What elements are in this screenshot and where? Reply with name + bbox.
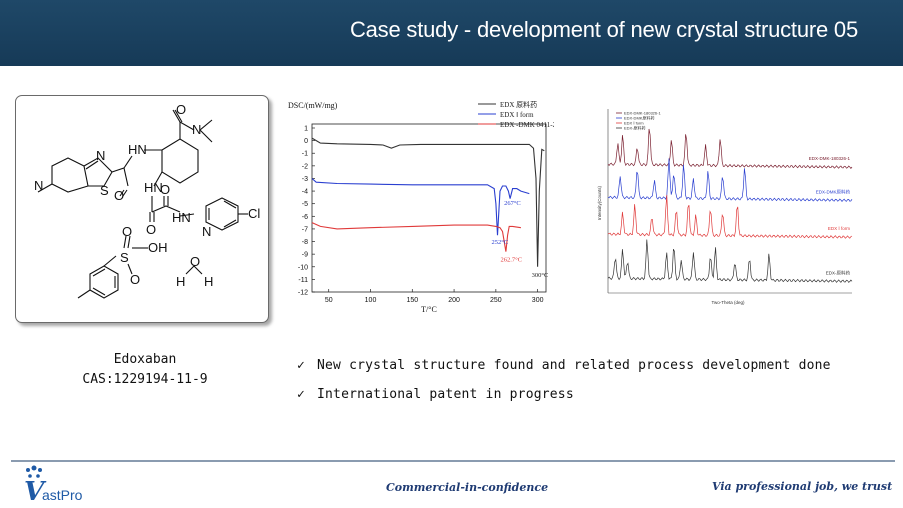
compound-cas-number: CAS:1229194-11-9	[82, 372, 208, 387]
pattern-label: EDX Ⅰ form	[828, 226, 850, 231]
series-line	[311, 137, 545, 267]
atom-label: O	[160, 182, 170, 197]
y-tick-label: -9	[302, 252, 308, 259]
atom-label: O	[122, 224, 132, 239]
y-tick-label: -8	[302, 239, 308, 246]
logo-text: astPro	[42, 487, 83, 503]
check-icon: ✓	[297, 387, 306, 402]
series-line	[311, 178, 530, 236]
tetrahydropyridine-ring	[51, 157, 89, 193]
peak-annotation: 252°C	[492, 239, 509, 246]
footer-tagline: Via professional job, we trust	[712, 480, 893, 493]
peak-annotation: 267°C	[504, 200, 521, 207]
y-tick-label: -6	[302, 214, 308, 221]
legend-label: EDX -DMK 0411-2	[500, 121, 554, 129]
atom-label: N	[192, 122, 201, 137]
legend-label: EDX Ⅰ form	[500, 111, 534, 119]
pyridine-ring	[205, 197, 239, 231]
x-axis-label: Two-Theta (deg)	[711, 300, 745, 305]
slide-title: Case study - development of new crystal …	[349, 17, 858, 42]
legend-label: EDX 原料药	[500, 100, 537, 109]
atom-label: O	[130, 272, 140, 287]
atom-label: S	[120, 250, 129, 265]
legend-label: EDX-DMK原料药	[624, 115, 654, 121]
atom-label: O	[146, 222, 156, 237]
dsc-chart: DSC/(mW/mg) T/°C 1 0 -1 -2 -3 -4 -5 -6 -7 -8 -9 -10 -1…	[288, 100, 554, 314]
benzene-ring	[89, 265, 119, 299]
y-tick-label: -11	[298, 277, 308, 284]
y-tick-label: -1	[302, 151, 308, 158]
atom-label: S	[100, 183, 109, 198]
atom-label: O	[190, 254, 200, 269]
atom-label: Cl	[248, 206, 260, 221]
y-tick-label: -4	[302, 189, 308, 196]
peak-annotation: 262.7°C	[500, 257, 522, 264]
x-tick-label: 300	[532, 297, 544, 304]
atom-label: HN	[144, 180, 163, 195]
bullet-item: ✓ New crystal structure found and related…	[297, 358, 831, 373]
bullet-text: International patent in progress	[317, 387, 574, 402]
bullet-item: ✓ International patent in progress	[297, 387, 574, 402]
y-tick-label: 0	[304, 138, 308, 145]
x-axis-label: T/°C	[421, 305, 437, 314]
xrd-chart: Two-Theta (deg) Intensity(Counts) EDX-DMK-…	[597, 109, 853, 305]
atom-label: HN	[172, 210, 191, 225]
check-icon: ✓	[297, 358, 306, 373]
legend-label: EDX-原料药	[624, 125, 646, 131]
x-tick-label: 50	[325, 297, 333, 304]
xrd-pattern	[607, 158, 853, 202]
y-tick-label: -5	[302, 201, 308, 208]
peak-annotation: 300°C	[532, 272, 549, 279]
y-axis-label: DSC/(mW/mg)	[288, 101, 338, 110]
y-axis-label: Intensity(Counts)	[597, 185, 602, 220]
y-tick-label: 1	[304, 126, 308, 133]
footer-confidential: Commercial-in-confidence	[386, 481, 549, 494]
footer-divider	[11, 460, 895, 462]
pattern-label: EDX-DMK原料药	[816, 188, 851, 195]
chemical-structure-panel: O N N HN N O S HN O O HN N Cl S O O OH O…	[15, 95, 269, 323]
cyclohexane-ring	[161, 138, 199, 184]
atom-label: N	[34, 178, 43, 193]
x-tick-label: 200	[448, 297, 460, 304]
logo-dots	[26, 465, 42, 478]
y-tick-label: -10	[298, 264, 308, 271]
thiazole-ring	[83, 157, 113, 187]
bullet-text: New crystal structure found and related …	[317, 358, 831, 373]
atom-label: H	[204, 274, 213, 289]
vastpro-logo: V astPro	[24, 465, 83, 506]
y-tick-label: -12	[298, 290, 308, 297]
xrd-pattern	[607, 239, 853, 283]
pattern-label: EDX-原料药	[826, 269, 851, 276]
x-tick-label: 250	[490, 297, 502, 304]
legend-label: EDX-DMK-180326-1	[624, 111, 661, 116]
y-tick-label: -7	[302, 226, 308, 233]
pattern-label: EDX-DMK-180326-1	[809, 156, 851, 161]
atom-label: HN	[128, 142, 147, 157]
x-tick-label: 150	[406, 297, 418, 304]
plot-frame	[311, 123, 547, 293]
y-tick-label: -2	[302, 163, 308, 170]
y-tick-label: -3	[302, 176, 308, 183]
atom-label: O	[176, 102, 186, 117]
series-line	[311, 222, 521, 252]
x-tick-label: 100	[365, 297, 377, 304]
xrd-pattern	[607, 194, 853, 239]
xrd-pattern	[607, 128, 853, 169]
logo-initial: V	[24, 477, 47, 506]
atom-label: N	[96, 148, 105, 163]
compound-name: Edoxaban	[113, 352, 177, 367]
atom-label: N	[202, 224, 211, 239]
edoxaban-structure-diagram: O N N HN N O S HN O O HN N Cl S O O OH O…	[34, 102, 260, 299]
atom-label: H	[176, 274, 185, 289]
atom-label: OH	[148, 240, 168, 255]
slide-header: Case study - development of new crystal …	[0, 0, 903, 66]
legend-label: EDX Ⅰ form	[624, 121, 644, 126]
atom-label: O	[114, 188, 124, 203]
